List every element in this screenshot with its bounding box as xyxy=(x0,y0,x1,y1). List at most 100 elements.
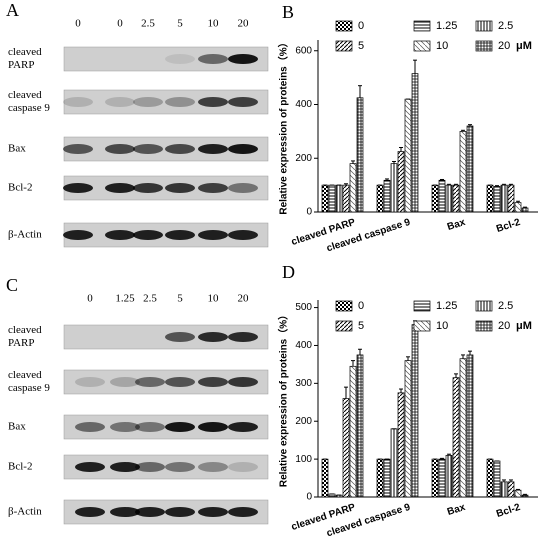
row-label: caspase 9 xyxy=(8,382,50,394)
band xyxy=(198,144,228,154)
error-bar xyxy=(509,183,513,186)
bar xyxy=(514,202,522,213)
legend-label: 1.25 xyxy=(436,20,457,32)
bar xyxy=(521,207,529,213)
band xyxy=(75,422,105,432)
band xyxy=(228,230,258,240)
panel-letter: D xyxy=(282,262,295,282)
band xyxy=(198,377,228,387)
error-bar xyxy=(454,183,458,186)
band xyxy=(63,183,93,193)
legend-swatch xyxy=(475,320,493,332)
legend-swatch xyxy=(475,20,493,32)
bar xyxy=(411,73,419,213)
band xyxy=(165,462,195,472)
error-bar xyxy=(523,206,527,208)
band xyxy=(198,462,228,472)
band xyxy=(63,97,93,107)
bar xyxy=(404,360,412,498)
error-bar xyxy=(440,178,444,181)
band xyxy=(228,462,258,472)
lane-label: 0 xyxy=(87,293,93,305)
band xyxy=(110,377,140,387)
row-label: PARP xyxy=(8,59,35,71)
legend-label: 20 xyxy=(498,40,510,52)
lane-label: 5 xyxy=(177,18,183,30)
bar xyxy=(328,184,336,213)
band xyxy=(75,377,105,387)
band xyxy=(198,332,228,342)
legend-label: 2.5 xyxy=(498,20,513,32)
band xyxy=(105,230,135,240)
band xyxy=(198,230,228,240)
legend-unit: μM xyxy=(516,40,532,52)
error-bar xyxy=(461,354,465,359)
error-bar xyxy=(495,185,499,187)
legend-swatch xyxy=(475,300,493,312)
legend-label: 1.25 xyxy=(436,300,457,312)
row-label: Bcl-2 xyxy=(8,461,32,473)
error-bar xyxy=(461,129,465,132)
error-bar xyxy=(454,373,458,378)
lane-label: 0 xyxy=(75,18,81,30)
bar xyxy=(486,458,494,498)
error-bar xyxy=(523,493,527,496)
y-tick-label: 600 xyxy=(295,45,312,56)
bar xyxy=(459,131,467,213)
bar xyxy=(507,184,515,213)
x-tick-label: Bax xyxy=(446,217,467,233)
band xyxy=(198,97,228,107)
band xyxy=(198,507,228,517)
band xyxy=(63,230,93,240)
bar xyxy=(376,458,384,498)
panel-letter: C xyxy=(6,275,18,295)
bar xyxy=(486,184,494,213)
band xyxy=(198,54,228,64)
bar xyxy=(383,179,391,213)
error-bar xyxy=(344,386,348,399)
legend-label: 5 xyxy=(358,40,364,52)
y-tick-label: 200 xyxy=(295,416,312,427)
bar xyxy=(466,354,474,498)
legend-swatch xyxy=(335,320,353,332)
error-bar xyxy=(351,160,355,164)
band xyxy=(228,144,258,154)
x-tick-label: Bcl-2 xyxy=(495,217,522,235)
bar xyxy=(383,458,391,498)
band xyxy=(228,377,258,387)
band xyxy=(165,332,195,342)
band xyxy=(105,183,135,193)
bar xyxy=(500,184,508,213)
legend-unit: μM xyxy=(516,320,532,332)
y-tick-label: 300 xyxy=(295,378,312,389)
bar xyxy=(459,358,467,498)
row-label: Bax xyxy=(8,421,26,433)
band xyxy=(165,54,195,64)
row-label: Bcl-2 xyxy=(8,182,32,194)
error-bar xyxy=(502,479,506,482)
bar xyxy=(342,398,350,498)
error-bar xyxy=(413,59,417,74)
bar xyxy=(466,125,474,213)
y-tick-label: 0 xyxy=(306,492,312,503)
lane-label: 10 xyxy=(208,293,220,305)
y-tick-label: 100 xyxy=(295,454,312,465)
bar xyxy=(493,460,501,498)
band xyxy=(135,462,165,472)
band xyxy=(135,422,165,432)
lane-label: 1.25 xyxy=(115,293,135,305)
band xyxy=(75,507,105,517)
error-bar xyxy=(399,388,403,393)
x-tick-label: Bcl-2 xyxy=(495,502,522,520)
bar xyxy=(452,184,460,213)
band xyxy=(105,97,135,107)
x-tick-label: Bax xyxy=(446,502,467,518)
y-tick-label: 200 xyxy=(295,153,312,164)
panel-letter: A xyxy=(6,0,19,20)
bar xyxy=(349,163,357,213)
bar xyxy=(507,481,515,498)
band xyxy=(75,462,105,472)
y-axis-label: Relative expression of proteins（%） xyxy=(277,310,290,487)
error-bar xyxy=(406,356,410,361)
